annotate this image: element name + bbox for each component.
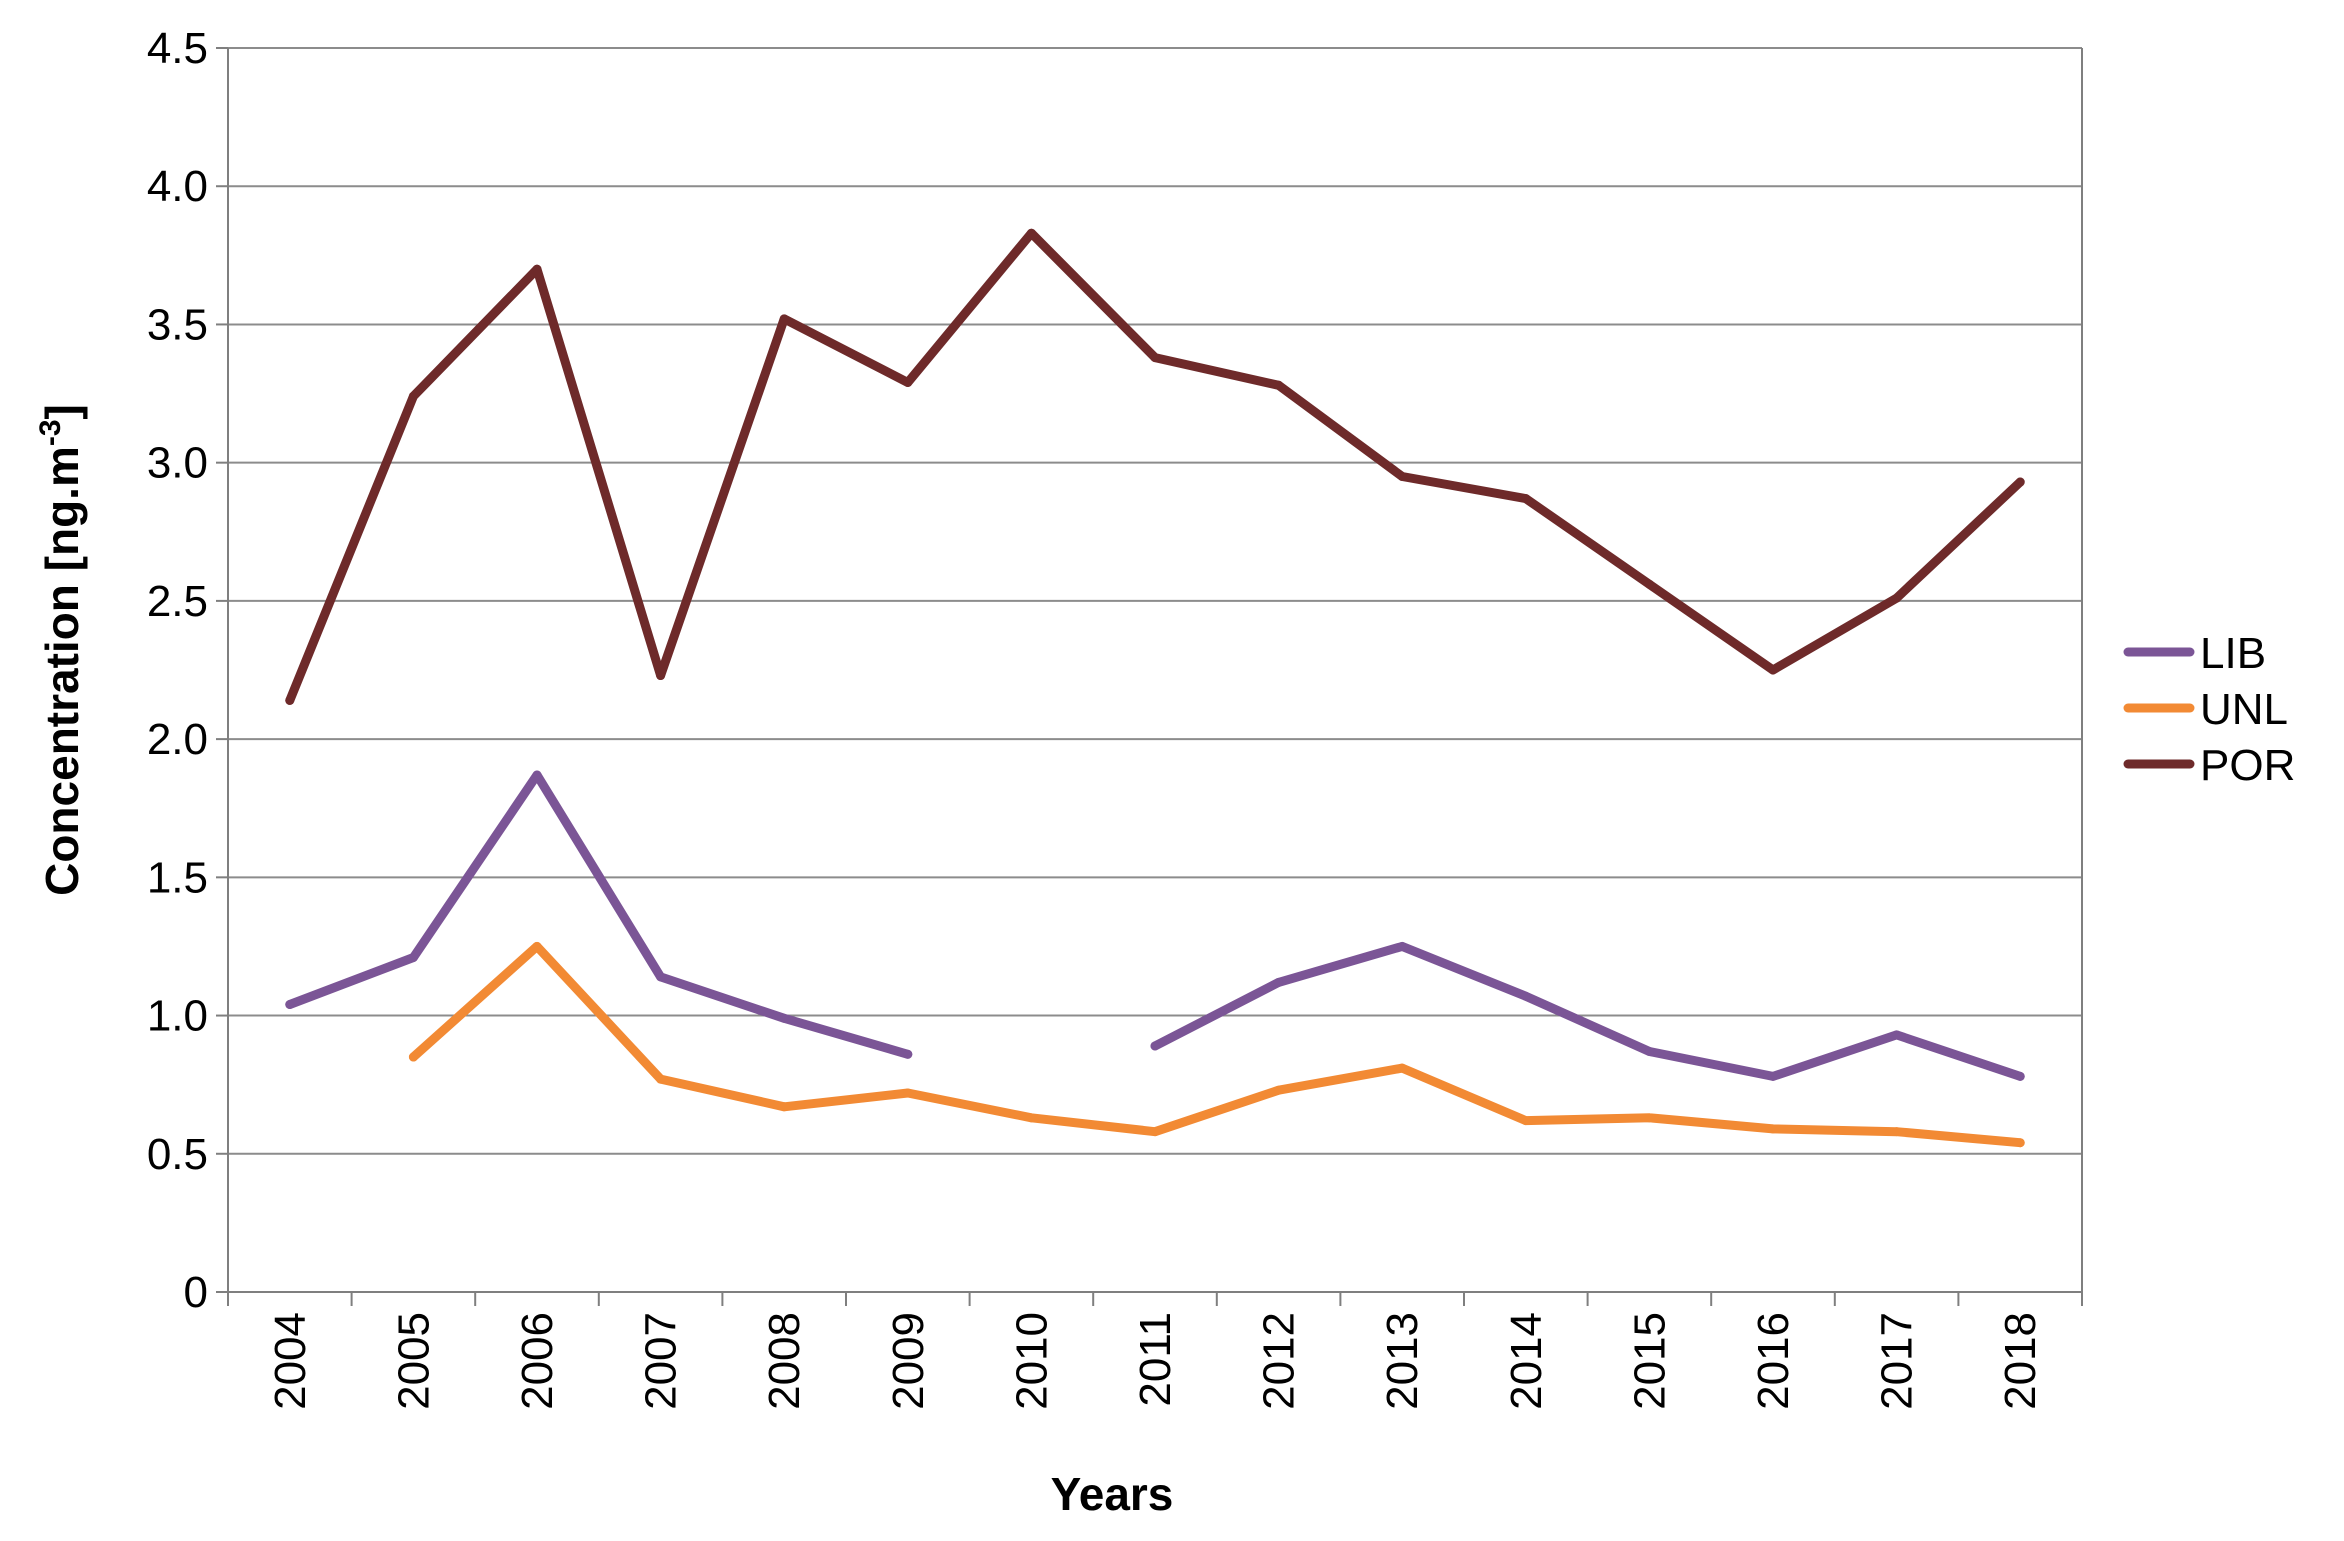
point-unl-2015 (1644, 1113, 1654, 1123)
point-lib-2006 (532, 770, 542, 780)
point-por-2010 (1026, 228, 1036, 238)
gridlines (228, 47, 2082, 1155)
line-lib-segment-0 (285, 770, 913, 1059)
x-tick-label-2018: 2018 (1996, 1312, 2045, 1410)
point-unl-2007 (656, 1074, 666, 1084)
series-unl (408, 941, 2025, 1148)
point-lib-2009 (903, 1049, 913, 1059)
point-por-2016 (1768, 665, 1778, 675)
point-lib-2007 (656, 972, 666, 982)
y-axis-title: Concentration [ng.m-3] (34, 404, 88, 896)
line-unl-segment-0 (408, 941, 2025, 1148)
point-por-2013 (1397, 471, 1407, 481)
x-tick-label-2013: 2013 (1378, 1312, 1427, 1410)
series-por (285, 228, 2025, 705)
point-por-2014 (1521, 494, 1531, 504)
x-tick-label-2008: 2008 (760, 1312, 809, 1410)
y-tick-label-4: 2.0 (147, 715, 208, 764)
y-tick-label-2: 1.0 (147, 992, 208, 1041)
point-lib-2017 (1892, 1030, 1902, 1040)
point-por-2007 (656, 671, 666, 681)
legend-label-unl: UNL (2200, 685, 2288, 734)
point-por-2004 (285, 695, 295, 705)
x-tick-label-2015: 2015 (1625, 1312, 1674, 1410)
x-axis-title: Years (1051, 1468, 1174, 1520)
x-tick-label-2012: 2012 (1255, 1312, 1304, 1410)
point-por-2012 (1274, 380, 1284, 390)
point-lib-2015 (1644, 1046, 1654, 1056)
y-tick-label-7: 3.5 (147, 300, 208, 349)
point-lib-2005 (408, 953, 418, 963)
x-tick-label-2007: 2007 (637, 1312, 686, 1410)
x-tick-label-2011: 2011 (1131, 1312, 1180, 1407)
point-por-2008 (779, 314, 789, 324)
y-tick-labels: 0 0.5 1.0 1.5 2.0 2.5 3.0 3.5 4.0 4.5 (147, 24, 228, 1317)
x-tick-label-2005: 2005 (389, 1312, 438, 1410)
point-lib-2011 (1150, 1041, 1160, 1051)
x-tick-label-2016: 2016 (1749, 1312, 1798, 1410)
y-tick-label-6: 3.0 (147, 439, 208, 488)
legend-item-lib: LIB (2123, 629, 2266, 678)
legend-label-lib: LIB (2200, 629, 2266, 678)
x-tick-label-2006: 2006 (513, 1312, 562, 1410)
point-unl-2011 (1150, 1127, 1160, 1137)
point-por-2018 (2015, 477, 2025, 487)
point-lib-2004 (285, 999, 295, 1009)
point-por-2017 (1892, 593, 1902, 603)
point-unl-2012 (1274, 1085, 1284, 1095)
y-tick-label-9: 4.5 (147, 24, 208, 73)
legend: LIB UNL POR (2123, 629, 2295, 790)
x-tick-label-2004: 2004 (266, 1312, 315, 1410)
legend-label-por: POR (2200, 741, 2295, 790)
legend-item-unl: UNL (2123, 685, 2288, 734)
point-unl-2014 (1521, 1116, 1531, 1126)
point-unl-2006 (532, 941, 542, 951)
y-tick-label-3: 1.5 (147, 853, 208, 902)
y-tick-label-0: 0 (184, 1268, 208, 1317)
point-unl-2009 (903, 1088, 913, 1098)
y-axis-title-superscript: -3 (34, 419, 67, 446)
y-tick-label-1: 0.5 (147, 1130, 208, 1179)
legend-item-por: POR (2123, 741, 2295, 790)
point-unl-2016 (1768, 1124, 1778, 1134)
series-lines (285, 228, 2025, 1148)
x-tick-label-2017: 2017 (1873, 1312, 1922, 1410)
point-por-2006 (532, 264, 542, 274)
point-unl-2013 (1397, 1063, 1407, 1073)
x-tick-label-2010: 2010 (1007, 1312, 1056, 1410)
axes (227, 48, 2083, 1293)
point-por-2015 (1644, 579, 1654, 589)
point-lib-2014 (1521, 991, 1531, 1001)
x-tick-label-2014: 2014 (1502, 1312, 1551, 1410)
point-lib-2016 (1768, 1071, 1778, 1081)
point-lib-2013 (1397, 941, 1407, 951)
line-por-segment-0 (285, 228, 2025, 705)
y-tick-label-5: 2.5 (147, 577, 208, 626)
y-tick-label-8: 4.0 (147, 162, 208, 211)
line-lib-segment-1 (1150, 941, 2025, 1081)
point-por-2005 (408, 391, 418, 401)
point-por-2011 (1150, 353, 1160, 363)
series-lib (285, 770, 2025, 1081)
x-tick-label-2009: 2009 (884, 1312, 933, 1410)
point-unl-2005 (408, 1052, 418, 1062)
point-unl-2008 (779, 1102, 789, 1112)
y-axis-title-close: ] (36, 404, 88, 419)
point-lib-2012 (1274, 977, 1284, 987)
point-unl-2017 (1892, 1127, 1902, 1137)
x-tick-labels: 2004 2005 2006 2007 2008 2009 2010 2011 2012 2013… (227, 1292, 2083, 1410)
y-axis-title-main: Concentration [ng.m (36, 446, 88, 896)
point-lib-2008 (779, 1013, 789, 1023)
point-unl-2010 (1026, 1113, 1036, 1123)
point-por-2009 (903, 377, 913, 387)
point-unl-2018 (2015, 1138, 2025, 1148)
point-lib-2018 (2015, 1071, 2025, 1081)
